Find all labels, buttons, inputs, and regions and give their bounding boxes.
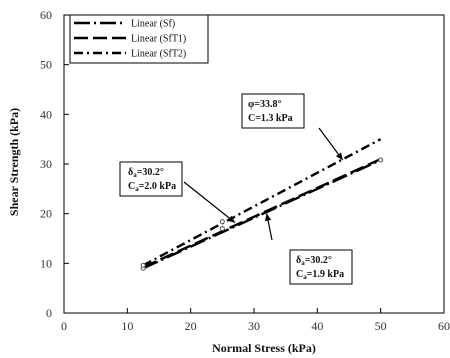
annotation-box [119,161,183,197]
y-tick-label: 60 [40,8,52,22]
data-point [378,157,384,163]
annotation-text: δa=30.2° [296,255,332,267]
series-line-3 [142,138,382,267]
x-tick-label: 20 [185,319,197,333]
y-tick-label: 30 [40,157,52,171]
y-tick-label: 0 [46,306,52,320]
annotation-box [241,93,305,129]
data-point [140,262,146,268]
y-tick-label: 40 [40,107,52,121]
x-tick-label: 30 [248,319,260,333]
data-point [219,219,225,225]
annotation-arrowhead [227,215,235,223]
data-point [219,226,225,232]
x-axis-title: Normal Stress (kPa) [212,341,316,355]
annotation-arrow [183,181,236,224]
points-layer [140,157,384,271]
annotation-text: C=1.3 kPa [248,113,293,124]
legend-label: Linear (SfT1) [131,34,186,45]
annotation-text: Ca=1.9 kPa [296,269,344,281]
y-tick-label: 10 [40,256,52,270]
annotation-box [289,249,353,285]
legend-label: Linear (SfT2) [131,49,186,60]
annotation-text: Ca=2.0 kPa [128,181,176,193]
y-tick-label: 20 [40,207,52,221]
series-layer [142,138,382,270]
series-line-2 [142,157,382,269]
legend: Linear (Sf) Linear (SfT1) Linear (SfT2) [69,14,209,64]
annotation-arrowhead [335,152,343,161]
y-tick-label: 50 [40,58,52,72]
annotation-text: δa=30.2° [128,167,164,179]
annotation-text: φ=33.8° [248,99,281,110]
x-tick-label: 0 [61,319,67,333]
annotations: φ=33.8° C=1.3 kPa δa=30.2° Ca=2.0 kPa δa=30.… [119,93,353,285]
y-axis-title: Shear Strength (kPa) [7,108,21,216]
x-tick-label: 60 [438,319,450,333]
x-tick-label: 10 [121,319,133,333]
x-tick-label: 50 [375,319,387,333]
x-tick-label: 40 [311,319,323,333]
axes: 0 10 20 30 40 50 60 0 10 20 30 40 50 60 [40,8,450,333]
annotation-arrowhead [264,213,272,222]
legend-label: Linear (Sf) [131,19,175,30]
